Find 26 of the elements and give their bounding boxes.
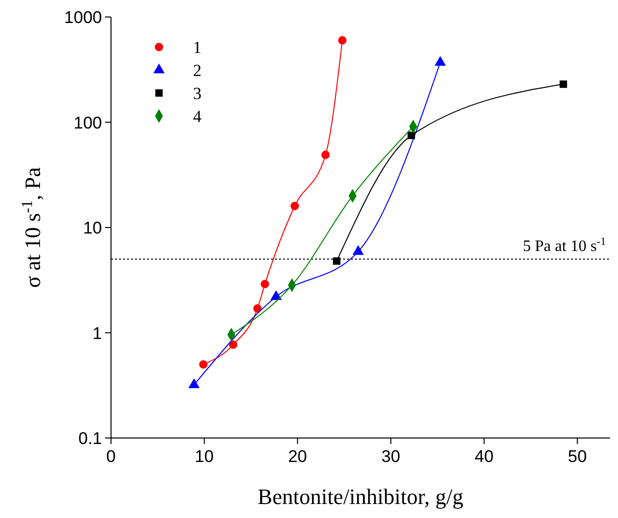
point bbox=[260, 280, 270, 288]
y-tick-label: 10 bbox=[83, 218, 102, 238]
point bbox=[199, 360, 208, 369]
y-tick-label: 1 bbox=[92, 324, 102, 343]
y-tick-label: 0.1 bbox=[78, 429, 102, 448]
point bbox=[338, 36, 346, 45]
x-tick-label: 10 bbox=[194, 447, 214, 466]
x-tick-label: 50 bbox=[568, 447, 587, 466]
x-tick-label: 30 bbox=[381, 447, 400, 466]
x-tick-label: 40 bbox=[474, 447, 494, 466]
legend-label: 4 bbox=[193, 107, 202, 126]
point bbox=[229, 340, 238, 349]
y-tick-label: 1000 bbox=[64, 8, 102, 27]
legend-label: 3 bbox=[193, 84, 202, 103]
point bbox=[560, 80, 568, 88]
x-tick-label: 20 bbox=[288, 447, 308, 466]
legend-label: 1 bbox=[193, 38, 202, 57]
point bbox=[333, 257, 340, 265]
x-tick-label: 0 bbox=[106, 447, 116, 466]
point bbox=[408, 132, 416, 140]
y-tick-label: 100 bbox=[74, 113, 102, 132]
ref-line-label: 5 Pa at 10 s$^{-1}$ bbox=[522, 236, 606, 256]
legend-label: 2 bbox=[193, 61, 202, 80]
point bbox=[290, 202, 299, 210]
point bbox=[321, 150, 330, 160]
x-axis-title: Bentonite/inhibitor, g/g bbox=[258, 484, 464, 509]
